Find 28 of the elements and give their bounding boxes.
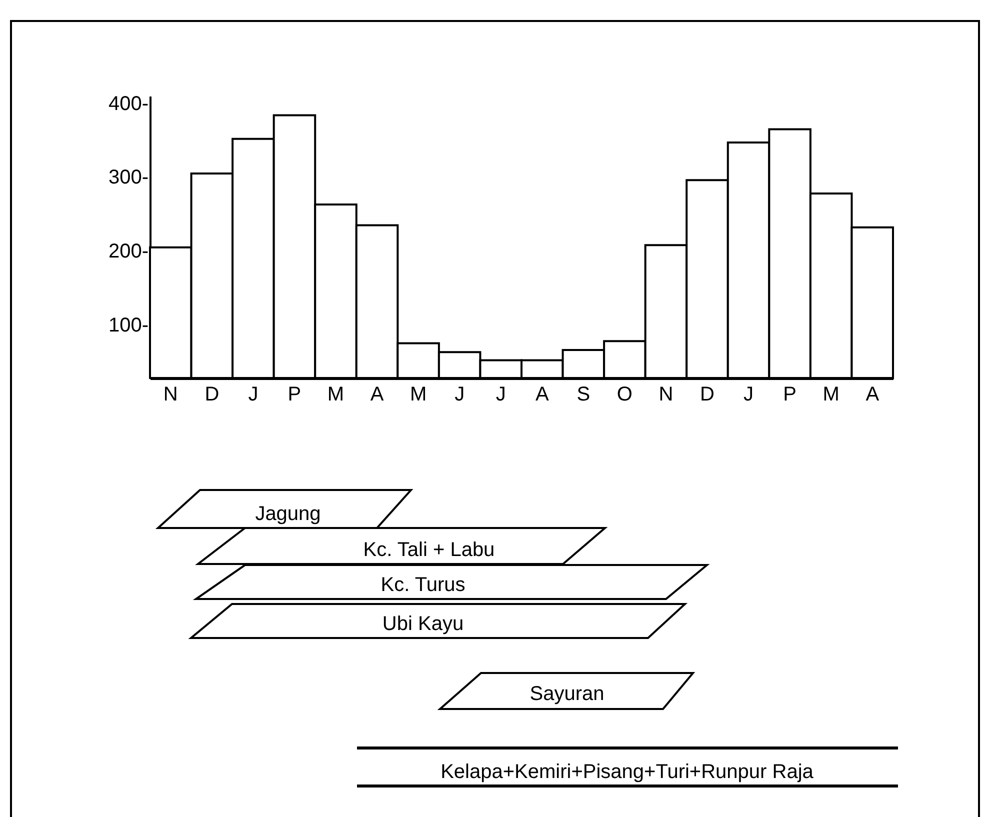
x-tick-label: O [616,384,632,406]
text: Sayuran [530,683,604,705]
y-tick-label: 100- [108,314,148,336]
x-tick-label: P [288,384,302,406]
x-tick-label: A [866,384,880,406]
y-tick-label: 400- [108,92,148,115]
x-tick-label: J [248,384,258,406]
x-tick-label: A [370,384,384,406]
text: Kelapa+Kemiri+Pisang+Turi+Runpur Raja [440,761,814,783]
text: Kc. Tali + Labu [363,539,495,561]
x-tick-label: P [783,384,796,406]
x-tick-label: J [496,384,506,406]
x-tick-label: M [822,384,840,406]
x-tick-label: M [327,384,344,406]
x-tick-label: J [744,384,754,406]
x-tick-label: J [454,384,465,406]
x-tick-label: A [535,384,550,406]
x-tick-label: S [576,384,590,406]
y-tick-label: 200- [108,240,148,263]
x-tick-label: N [658,384,674,406]
text: Ubi Kayu [382,613,464,635]
x-tick-label: D [700,384,714,406]
y-tick-label: 300- [108,166,148,189]
text: Kc. Turus [380,574,466,596]
text: Jagung [255,503,321,525]
x-tick-label: N [163,384,178,406]
x-tick-label: M [410,384,427,406]
x-tick-label: D [204,384,220,406]
